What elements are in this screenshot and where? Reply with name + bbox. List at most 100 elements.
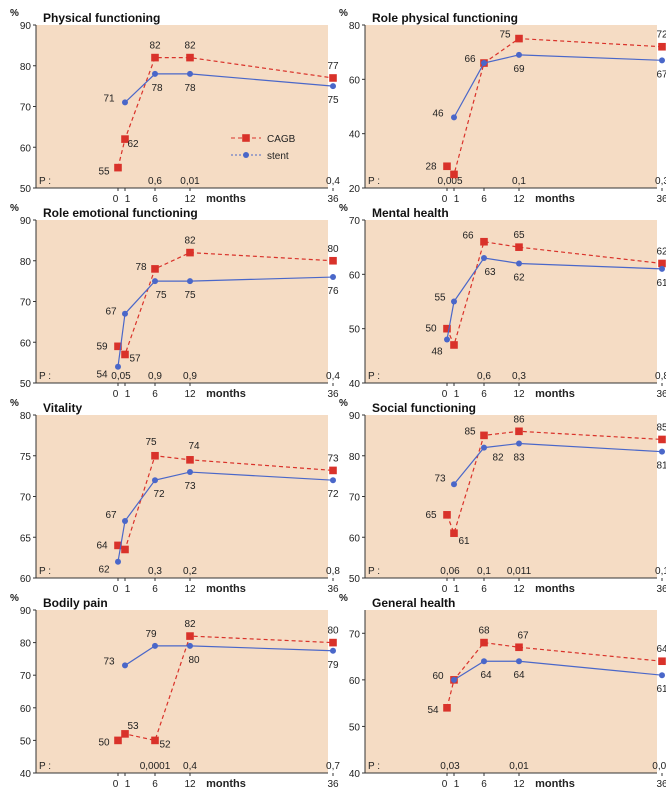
cagb-data-label: 28 (425, 161, 437, 172)
x-tick-label: 0 (113, 389, 119, 400)
cagb-data-label: 75 (499, 30, 511, 41)
stent-point (122, 99, 128, 106)
stent-data-label: 55 (434, 293, 446, 304)
stent-data-label: 83 (513, 453, 525, 464)
cagb-data-label: 54 (427, 705, 439, 716)
cagb-point (114, 541, 122, 550)
legend-stent-label: stent (267, 151, 289, 162)
stent-line (453, 660, 663, 681)
stent-point (451, 481, 457, 488)
stent-data-label: 73 (434, 473, 446, 484)
cagb-data-label: 68 (478, 626, 490, 637)
stent-point (152, 477, 158, 484)
p-value-12: 0,011 (507, 566, 532, 577)
chart-title: Role physical functioning (372, 11, 518, 25)
y-tick-label: 90 (20, 216, 32, 227)
cagb-point (450, 529, 458, 537)
x-tick-label: 6 (481, 194, 487, 205)
x-tick-label: 6 (152, 584, 158, 595)
y-tick-label: 60 (349, 270, 361, 281)
y-tick-label: 60 (20, 143, 32, 154)
chart-panel-8: General health% 40 50 60 70 0 1 6 12 36 months P : 0… (339, 593, 666, 790)
stent-line (124, 645, 334, 666)
x-tick-label: 6 (152, 194, 158, 205)
stent-point (122, 662, 128, 669)
y-tick-label: 60 (349, 676, 361, 687)
stent-point (330, 477, 336, 484)
cagb-data-label: 60 (432, 671, 444, 682)
p-value-36: 0,4 (326, 371, 340, 382)
cagb-point (186, 248, 194, 257)
cagb-point (443, 324, 451, 333)
cagb-data-label: 75 (145, 437, 157, 448)
chart-title: General health (372, 596, 455, 610)
y-tick-label: 60 (349, 75, 361, 86)
cagb-point (480, 431, 488, 440)
stent-data-label: 69 (513, 64, 525, 75)
x-tick-label: 0 (113, 779, 119, 790)
p-value-12: 0,3 (512, 371, 526, 382)
cagb-point (450, 170, 458, 179)
cagb-data-label: 55 (98, 167, 110, 178)
x-tick-label: 12 (184, 389, 196, 400)
stent-data-label: 48 (431, 347, 443, 358)
chart-title: Physical functioning (43, 11, 160, 25)
x-tick-label: 1 (454, 194, 460, 205)
cagb-point (114, 342, 122, 351)
stent-point (330, 647, 336, 654)
stent-point (451, 676, 457, 683)
y-tick-label: 75 (20, 452, 32, 463)
cagb-point (114, 736, 122, 745)
stent-point (187, 642, 193, 649)
stent-data-label: 46 (432, 108, 444, 119)
p-value-36: 0,8 (655, 371, 666, 382)
cagb-data-label: 50 (425, 324, 437, 335)
stent-data-label: 61 (656, 684, 666, 695)
stent-data-label: 67 (105, 307, 117, 318)
x-tick-label: 1 (454, 779, 460, 790)
p-value-0: 0,005 (437, 176, 462, 187)
p-value-12: 0,1 (512, 176, 526, 187)
stent-point (444, 336, 450, 343)
cagb-point (515, 427, 523, 436)
stent-point (152, 278, 158, 285)
y-tick-label: 50 (20, 379, 32, 390)
chart-title: Bodily pain (43, 596, 108, 610)
cagb-data-label: 57 (129, 353, 141, 364)
y-tick-label: 80 (20, 257, 32, 268)
cagb-data-label: 50 (98, 737, 110, 748)
cagb-data-label: 64 (656, 644, 666, 655)
cagb-data-label: 82 (149, 41, 161, 52)
stent-point (152, 70, 158, 77)
x-tick-label: 36 (327, 779, 339, 790)
plot-area (36, 610, 328, 773)
cagb-data-label: 64 (96, 540, 108, 551)
chart-panel-3: Role emotional functioning% 50 60 70 80 90 0 1 6… (10, 203, 340, 400)
x-tick-label: 6 (481, 584, 487, 595)
cagb-data-label: 53 (127, 721, 139, 732)
p-value-12: 0,9 (183, 371, 197, 382)
stent-point (187, 278, 193, 285)
p-label: P : (39, 176, 51, 187)
cagb-data-label: 77 (327, 61, 339, 72)
stent-data-label: 54 (96, 370, 108, 381)
stent-point (481, 255, 487, 262)
p-value-36: 0,7 (326, 761, 340, 772)
x-tick-label: 0 (442, 584, 448, 595)
x-tick-label: 36 (656, 389, 666, 400)
stent-line (453, 442, 663, 485)
stent-data-label: 79 (145, 629, 157, 640)
cagb-data-label: 61 (458, 536, 470, 547)
x-tick-label: 6 (152, 779, 158, 790)
cagb-point (480, 237, 488, 246)
x-tick-label: 0 (113, 194, 119, 205)
y-tick-label: 40 (349, 130, 361, 141)
cagb-point (515, 643, 523, 652)
stent-data-label: 62 (513, 272, 525, 283)
y-tick-label: 50 (20, 184, 32, 195)
x-tick-label: 0 (442, 779, 448, 790)
x-tick-label: 36 (327, 194, 339, 205)
p-value-36: 0,8 (326, 566, 340, 577)
y-unit-label: % (10, 8, 19, 19)
y-tick-label: 60 (20, 704, 32, 715)
